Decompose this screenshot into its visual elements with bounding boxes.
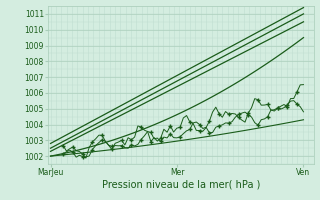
X-axis label: Pression niveau de la mer( hPa ): Pression niveau de la mer( hPa ) [102, 180, 260, 190]
